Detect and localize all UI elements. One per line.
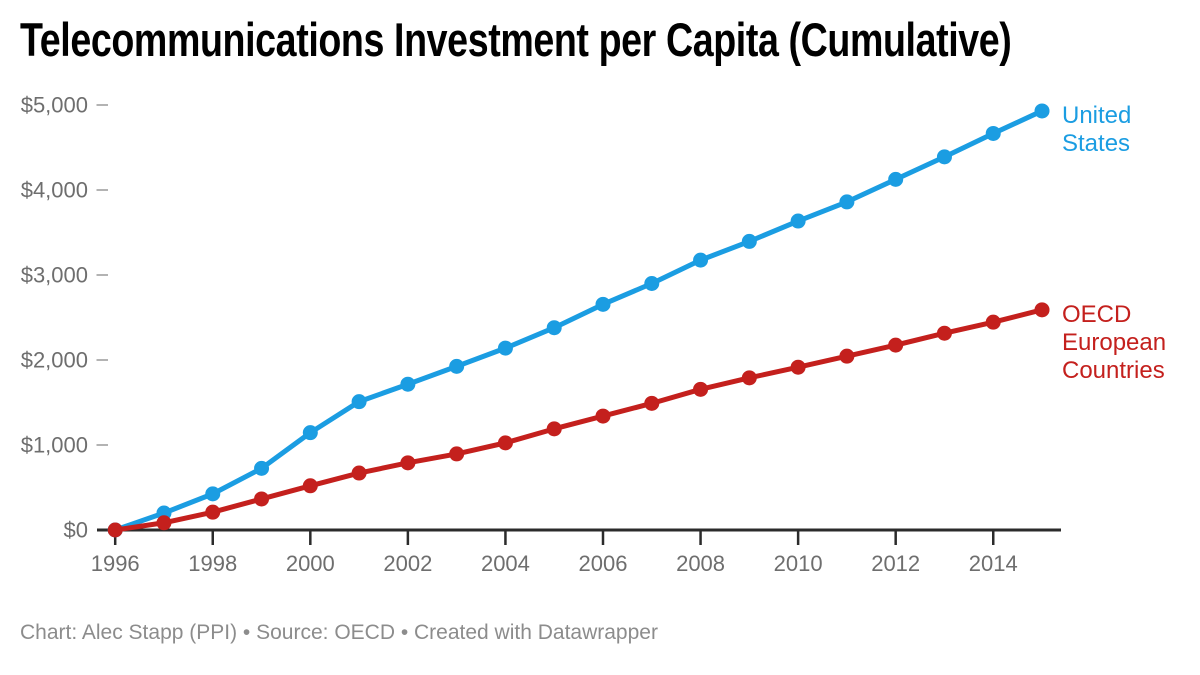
- data-point-oecd-2011: [839, 348, 855, 364]
- y-axis-tick-label: $3,000: [21, 263, 88, 288]
- x-axis-tick-label: 1998: [188, 551, 237, 576]
- data-point-oecd-2014: [985, 314, 1001, 330]
- data-point-us-2010: [790, 213, 806, 229]
- data-point-us-2003: [449, 358, 465, 374]
- y-axis-tick-label: $2,000: [21, 348, 88, 373]
- data-point-us-2015: [1034, 103, 1050, 119]
- data-point-oecd-1998: [205, 504, 221, 520]
- data-point-oecd-2008: [693, 381, 709, 397]
- data-point-us-2007: [644, 276, 660, 291]
- data-point-oecd-2010: [790, 359, 806, 375]
- data-point-oecd-2009: [741, 370, 757, 386]
- x-axis-tick-label: 2000: [286, 551, 335, 576]
- x-axis-tick-label: 2008: [676, 551, 725, 576]
- data-point-us-1999: [254, 460, 270, 476]
- y-axis-tick-label: $0: [64, 518, 88, 543]
- data-point-oecd-2001: [351, 465, 367, 481]
- chart-footer-attribution: Chart: Alec Stapp (PPI) • Source: OECD •…: [20, 621, 658, 644]
- x-axis-tick-label: 2014: [969, 551, 1018, 576]
- data-point-us-2011: [839, 194, 855, 210]
- data-point-us-2014: [985, 125, 1001, 141]
- data-point-oecd-2000: [302, 478, 318, 494]
- line-series-united-states: [112, 108, 1045, 533]
- data-point-oecd-1996: [107, 522, 123, 538]
- line-series-oecd-europe: [112, 307, 1045, 533]
- data-point-us-2012: [888, 171, 904, 187]
- x-axis-tick-label: 2004: [481, 551, 530, 576]
- data-point-us-1998: [205, 486, 221, 502]
- x-axis-tick-label: 2010: [774, 551, 823, 576]
- y-axis-tick-label: $5,000: [21, 93, 88, 118]
- x-axis-tick-label: 2012: [871, 551, 920, 576]
- x-axis-tick-label: 2006: [579, 551, 628, 576]
- data-point-oecd-2003: [449, 446, 465, 462]
- data-point-oecd-1999: [254, 491, 270, 507]
- series-label-united-states: United States: [1062, 102, 1132, 157]
- data-point-us-2008: [693, 252, 709, 268]
- data-point-oecd-2006: [595, 408, 611, 424]
- data-point-oecd-2002: [400, 455, 416, 471]
- data-point-oecd-2015: [1034, 302, 1050, 318]
- y-axis-tick-label: $4,000: [21, 178, 88, 203]
- data-point-oecd-2004: [497, 435, 513, 451]
- data-point-oecd-1997: [156, 515, 172, 531]
- data-point-oecd-2012: [888, 337, 904, 353]
- data-point-us-2002: [400, 376, 416, 392]
- data-point-oecd-2005: [546, 421, 562, 437]
- chart-title: Telecommunications Investment per Capita…: [20, 13, 1012, 66]
- data-point-us-2005: [546, 320, 562, 336]
- x-axis-tick-label: 1996: [91, 551, 140, 576]
- data-point-us-2009: [741, 233, 757, 249]
- data-point-oecd-2013: [936, 325, 952, 341]
- data-point-us-2000: [302, 425, 318, 441]
- data-point-us-2006: [595, 296, 611, 312]
- data-point-us-2013: [936, 149, 952, 165]
- data-point-us-2001: [351, 394, 367, 410]
- x-axis-tick-label: 2002: [383, 551, 432, 576]
- series-label-oecd-european-countries: OECD European Countries: [1062, 301, 1167, 384]
- y-axis-tick-label: $1,000: [21, 433, 88, 458]
- data-point-us-2004: [497, 340, 513, 356]
- data-point-oecd-2007: [644, 395, 660, 411]
